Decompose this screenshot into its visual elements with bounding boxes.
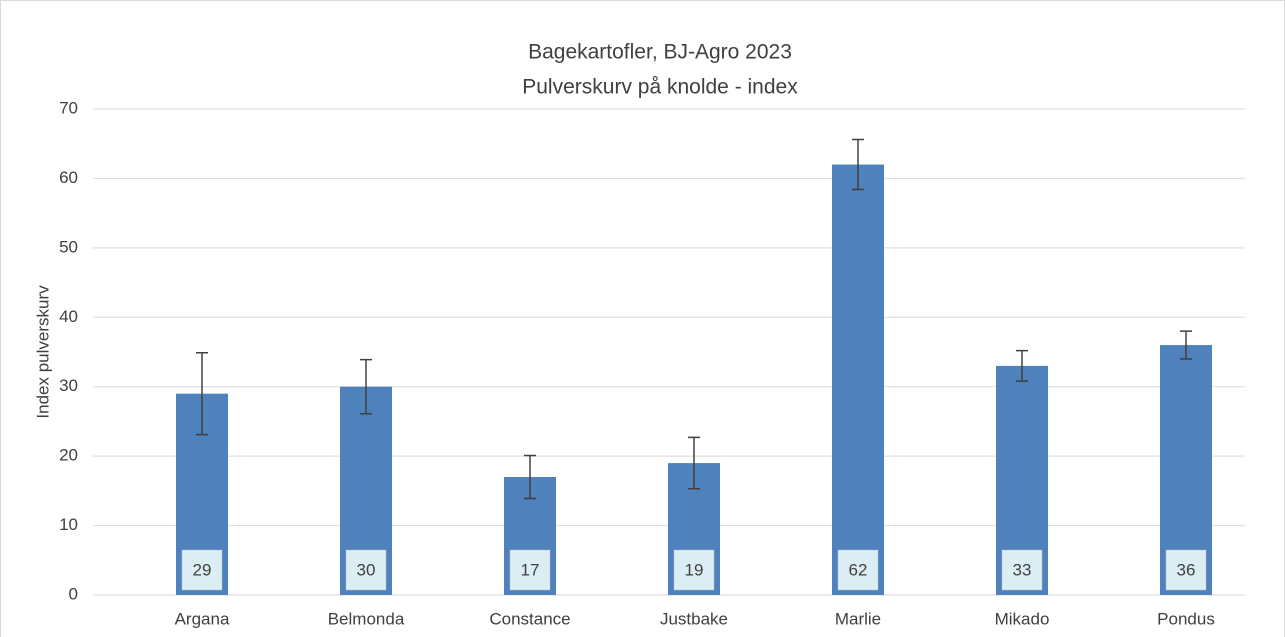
data-label-box bbox=[1001, 549, 1043, 591]
error-bar bbox=[852, 138, 864, 191]
data-label: 17 bbox=[521, 560, 540, 579]
data-label: 36 bbox=[1177, 560, 1196, 579]
x-tick-label: Constance bbox=[489, 609, 570, 628]
x-tick-label: Argana bbox=[175, 609, 230, 628]
data-label: 33 bbox=[1013, 560, 1032, 579]
data-label: 62 bbox=[849, 560, 868, 579]
x-tick-label: Justbake bbox=[660, 609, 728, 628]
data-label-box bbox=[181, 549, 223, 591]
data-label-box bbox=[673, 549, 715, 591]
chart-subtitle: Pulverskurv på knolde - index bbox=[522, 76, 798, 99]
y-tick-label: 60 bbox=[59, 168, 78, 187]
data-label-box bbox=[345, 549, 387, 591]
data-label-box bbox=[1165, 549, 1207, 591]
chart-title: Bagekartofler, BJ-Agro 2023 bbox=[528, 41, 792, 64]
data-label: 19 bbox=[685, 560, 704, 579]
x-tick-label: Belmonda bbox=[328, 609, 405, 628]
y-axis-label: Index pulverskurv bbox=[33, 285, 52, 419]
error-bar bbox=[1016, 349, 1028, 382]
x-tick-label: Marlie bbox=[835, 609, 881, 628]
x-tick-label: Pondus bbox=[1157, 609, 1215, 628]
bar bbox=[832, 164, 884, 596]
x-tick-label: Mikado bbox=[995, 609, 1050, 628]
error-bar bbox=[524, 454, 536, 500]
data-label: 29 bbox=[193, 560, 212, 579]
y-tick-label: 0 bbox=[69, 584, 78, 603]
data-label: 30 bbox=[357, 560, 376, 579]
error-bar bbox=[360, 358, 372, 415]
y-tick-label: 20 bbox=[59, 446, 78, 465]
y-tick-label: 50 bbox=[59, 237, 78, 256]
data-label-box bbox=[837, 549, 879, 591]
error-bar bbox=[1180, 330, 1192, 360]
y-tick-label: 10 bbox=[59, 515, 78, 534]
data-label-box bbox=[509, 549, 551, 591]
y-tick-label: 70 bbox=[59, 98, 78, 117]
error-bar bbox=[196, 351, 208, 436]
y-tick-label: 30 bbox=[59, 376, 78, 395]
y-tick-label: 40 bbox=[59, 307, 78, 326]
error-bar bbox=[688, 436, 700, 490]
